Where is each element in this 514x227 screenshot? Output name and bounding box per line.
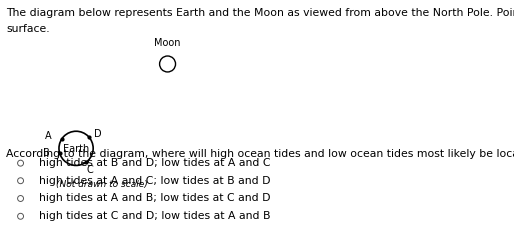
- Text: C: C: [87, 164, 94, 174]
- Text: high tides at A and C; low tides at B and D: high tides at A and C; low tides at B an…: [39, 175, 270, 185]
- Text: A: A: [45, 130, 52, 140]
- Text: Moon: Moon: [154, 38, 181, 48]
- Text: (Not drawn to scale): (Not drawn to scale): [57, 179, 148, 188]
- Text: high tides at C and D; low tides at A and B: high tides at C and D; low tides at A an…: [39, 210, 270, 220]
- Text: B: B: [43, 147, 50, 157]
- Text: high tides at A and B; low tides at C and D: high tides at A and B; low tides at C an…: [39, 192, 270, 202]
- Text: The diagram below represents Earth and the Moon as viewed from above the North P: The diagram below represents Earth and t…: [6, 8, 514, 18]
- Text: D: D: [94, 129, 102, 139]
- Text: high tides at B and D; low tides at A and C: high tides at B and D; low tides at A an…: [39, 157, 270, 167]
- Text: Earth: Earth: [63, 144, 89, 154]
- Text: According to the diagram, where will high ocean tides and low ocean tides most l: According to the diagram, where will hig…: [6, 149, 514, 159]
- Text: surface.: surface.: [6, 24, 50, 34]
